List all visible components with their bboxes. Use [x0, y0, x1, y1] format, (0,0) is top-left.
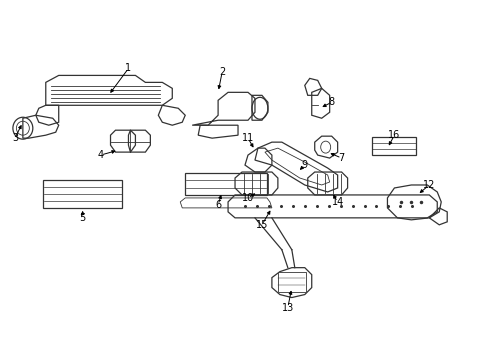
Text: 11: 11 — [242, 133, 254, 143]
Text: 7: 7 — [338, 153, 344, 163]
Text: 15: 15 — [255, 220, 267, 230]
Text: 6: 6 — [215, 200, 221, 210]
Bar — [277, 272, 305, 292]
Text: 1: 1 — [125, 63, 131, 73]
Bar — [185, 173, 266, 195]
Bar — [42, 180, 122, 208]
Text: 16: 16 — [387, 130, 400, 140]
Text: 5: 5 — [80, 213, 85, 223]
Text: 2: 2 — [219, 67, 225, 77]
Text: 10: 10 — [242, 193, 254, 203]
Text: 14: 14 — [331, 197, 343, 207]
Text: 3: 3 — [12, 133, 18, 143]
Text: 13: 13 — [281, 302, 293, 312]
Text: 9: 9 — [301, 160, 307, 170]
Text: 8: 8 — [328, 97, 334, 107]
Text: 12: 12 — [422, 180, 435, 190]
Bar — [371, 137, 415, 155]
Text: 4: 4 — [97, 150, 103, 160]
